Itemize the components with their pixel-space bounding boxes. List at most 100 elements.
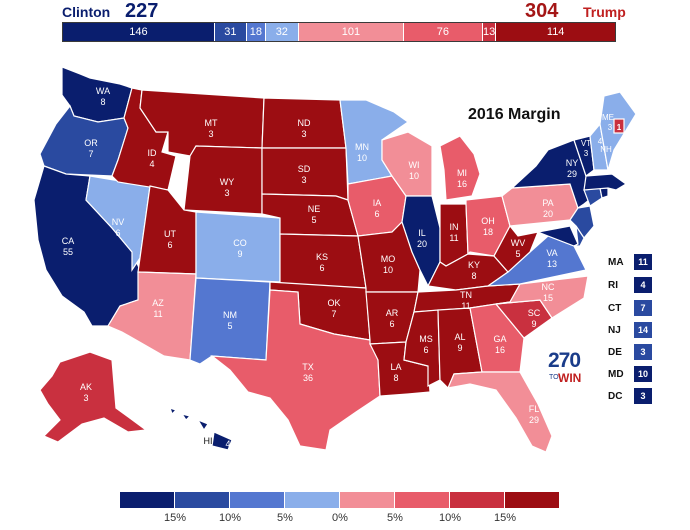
state-NC[interactable] xyxy=(495,275,589,319)
state-DE[interactable] xyxy=(573,225,585,247)
ev-segment[interactable]: 31 xyxy=(214,23,247,41)
small-state-row[interactable]: NJ 14 xyxy=(608,322,668,340)
small-state-abbr: NJ xyxy=(608,325,621,336)
legend-tick: 10% xyxy=(218,512,242,524)
label-NC: NC 15 xyxy=(542,282,555,303)
small-state-abbr: RI xyxy=(608,280,618,291)
label-MS: MS 6 xyxy=(419,334,433,355)
label-FL: FL 29 xyxy=(529,404,540,425)
logo-win: WIN xyxy=(558,371,582,385)
label-PA: PA 20 xyxy=(542,198,553,219)
label-ND: ND 3 xyxy=(298,118,311,139)
label-IL: IL 20 xyxy=(417,228,427,249)
small-state-row[interactable]: MD 10 xyxy=(608,366,668,384)
state-SD[interactable] xyxy=(261,147,349,201)
ev-segment[interactable]: 18 xyxy=(246,23,266,41)
legend-swatch xyxy=(340,492,395,508)
logo-to: TO xyxy=(549,374,559,381)
state-TX[interactable] xyxy=(210,289,381,451)
label-AZ: AZ 11 xyxy=(152,298,164,319)
ev-segment[interactable]: 114 xyxy=(496,23,615,41)
270towin-logo[interactable]: 270 TO WIN xyxy=(548,349,594,393)
map-title: 2016 Margin xyxy=(468,106,561,123)
ev-segment[interactable]: 13 xyxy=(482,23,497,41)
state-CT[interactable] xyxy=(583,187,603,207)
state-VA[interactable] xyxy=(485,235,587,287)
clinton-label: Clinton xyxy=(62,4,111,20)
small-state-abbr: DE xyxy=(608,347,622,358)
state-MA[interactable] xyxy=(583,173,628,191)
label-OK: OK 7 xyxy=(327,298,340,319)
legend-swatch xyxy=(230,492,285,508)
label-AK: AK 3 xyxy=(80,382,92,403)
label-SC: SC 9 xyxy=(528,308,541,329)
label-SD: SD 3 xyxy=(298,164,311,185)
small-state-row[interactable]: DE 3 xyxy=(608,344,668,362)
small-state-ev-box: 3 xyxy=(634,344,652,360)
me-district-2[interactable] xyxy=(613,118,625,134)
label-ME-2: 1 xyxy=(617,123,622,132)
ev-segment[interactable]: 32 xyxy=(265,23,299,41)
small-state-abbr: MD xyxy=(608,369,624,380)
label-OH: OH 18 xyxy=(481,216,495,237)
ev-segment[interactable]: 76 xyxy=(403,23,483,41)
label-WA: WA 8 xyxy=(96,86,110,107)
margin-color-legend xyxy=(120,492,560,508)
label-CO: CO 9 xyxy=(233,238,247,259)
ev-segment[interactable]: 146 xyxy=(63,23,215,41)
small-state-ev-box: 4 xyxy=(634,277,652,293)
label-OR: OR 7 xyxy=(84,138,98,159)
state-AK[interactable] xyxy=(39,351,148,443)
small-state-ev-box: 10 xyxy=(634,366,652,382)
label-TN: TN 11 xyxy=(460,290,472,311)
label-VA: VA 13 xyxy=(546,248,557,269)
small-state-ev-box: 14 xyxy=(634,322,652,338)
legend-tick: 10% xyxy=(438,512,462,524)
legend-tick: 0% xyxy=(332,512,348,524)
label-NM: NM 5 xyxy=(223,310,237,331)
legend-tick: 15% xyxy=(493,512,517,524)
clinton-ev-total: 227 xyxy=(125,0,159,22)
state-GA[interactable] xyxy=(469,303,525,373)
us-map: WA 8 OR 7 CA 55 NV 6 ID 4 MT 3 WY 3 UT 6 AZ 11 CO… xyxy=(33,66,637,453)
state-PA[interactable] xyxy=(501,183,579,227)
label-NY: NY 29 xyxy=(566,158,579,179)
trump-label: Trump xyxy=(583,4,626,20)
label-ME: ME 3 xyxy=(602,113,614,132)
trump-ev-total: 304 xyxy=(525,0,559,22)
label-WV: WV 5 xyxy=(511,238,526,259)
state-FL[interactable] xyxy=(447,371,553,453)
small-state-ev-box: 7 xyxy=(634,300,652,316)
label-AL: AL 9 xyxy=(454,332,465,353)
small-state-row[interactable]: RI 4 xyxy=(608,277,668,295)
label-NE: NE 5 xyxy=(308,204,321,225)
state-HI[interactable] xyxy=(169,407,233,451)
label-NV: NV 6 xyxy=(112,217,125,238)
legend-swatch xyxy=(505,492,560,508)
legend-tick: 5% xyxy=(387,512,403,524)
label-MI: MI 16 xyxy=(457,168,467,189)
small-state-row[interactable]: CT 7 xyxy=(608,300,668,318)
legend-swatch xyxy=(175,492,230,508)
label-AR: AR 6 xyxy=(386,308,399,329)
state-RI[interactable] xyxy=(599,187,609,199)
small-state-row[interactable]: DC 3 xyxy=(608,388,668,406)
label-IN: IN 11 xyxy=(449,222,458,243)
label-KY: KY 8 xyxy=(468,260,480,281)
ev-segment[interactable]: 101 xyxy=(298,23,404,41)
label-CA: CA 55 xyxy=(62,236,75,257)
label-IA: IA 6 xyxy=(373,198,382,219)
label-HI-ev: 4 xyxy=(225,439,230,449)
label-GA: GA 16 xyxy=(493,334,506,355)
label-MO: MO 10 xyxy=(381,254,396,275)
label-KS: KS 6 xyxy=(316,252,328,273)
label-MN: MN 10 xyxy=(355,142,369,163)
logo-number: 270 xyxy=(548,349,581,372)
small-state-ev-box: 3 xyxy=(634,388,652,404)
label-MT: MT 3 xyxy=(205,118,218,139)
electoral-vote-bar: 146 31 18 32 101 76 13 114 xyxy=(62,22,616,42)
legend-tick: 15% xyxy=(163,512,187,524)
state-MI[interactable] xyxy=(439,135,481,201)
legend-swatch xyxy=(450,492,505,508)
small-state-row[interactable]: MA 11 xyxy=(608,254,668,272)
